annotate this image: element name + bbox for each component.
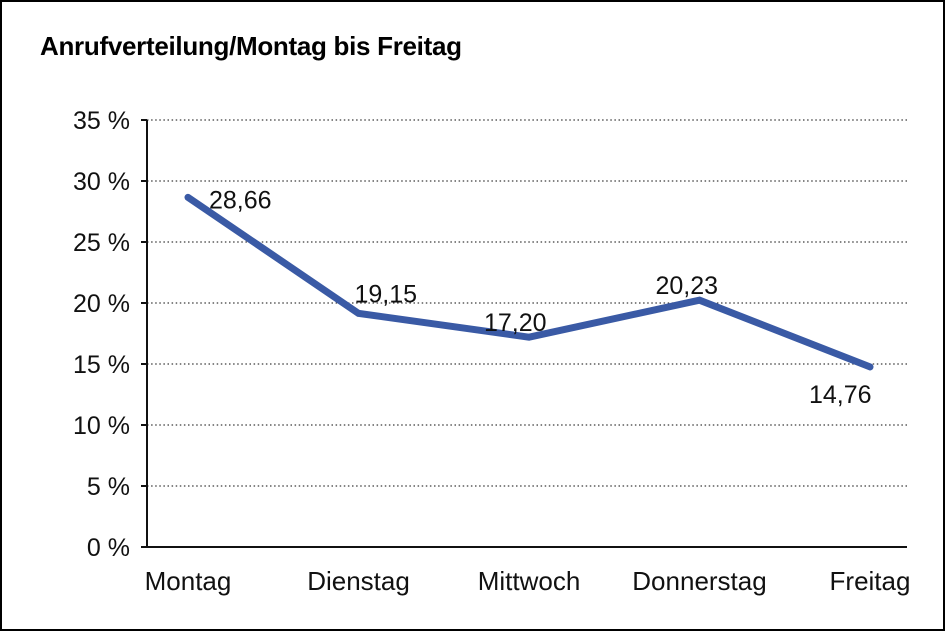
x-axis-label: Montag [145, 566, 232, 596]
y-axis-label: 30 % [73, 168, 130, 196]
x-axis-label: Mittwoch [478, 566, 581, 596]
data-line [184, 193, 874, 371]
y-axis-label: 0 % [87, 534, 130, 562]
y-axis-label: 10 % [73, 412, 130, 440]
y-axis-label: 5 % [87, 473, 130, 501]
x-axis-label: Dienstag [307, 566, 410, 596]
data-label: 14,76 [809, 381, 872, 409]
y-axis-label: 20 % [73, 290, 130, 318]
chart-title: Anrufverteilung/Montag bis Freitag [40, 31, 462, 61]
data-label: 28,66 [209, 186, 272, 214]
y-axis-label: 15 % [73, 351, 130, 379]
y-axis-label: 25 % [73, 229, 130, 257]
data-label: 20,23 [656, 272, 719, 300]
x-axis-label: Freitag [830, 566, 911, 596]
x-axis-label: Donnerstag [632, 566, 766, 596]
data-label: 17,20 [484, 309, 547, 337]
y-axis-label: 35 % [73, 107, 130, 135]
data-label: 19,15 [355, 280, 418, 308]
